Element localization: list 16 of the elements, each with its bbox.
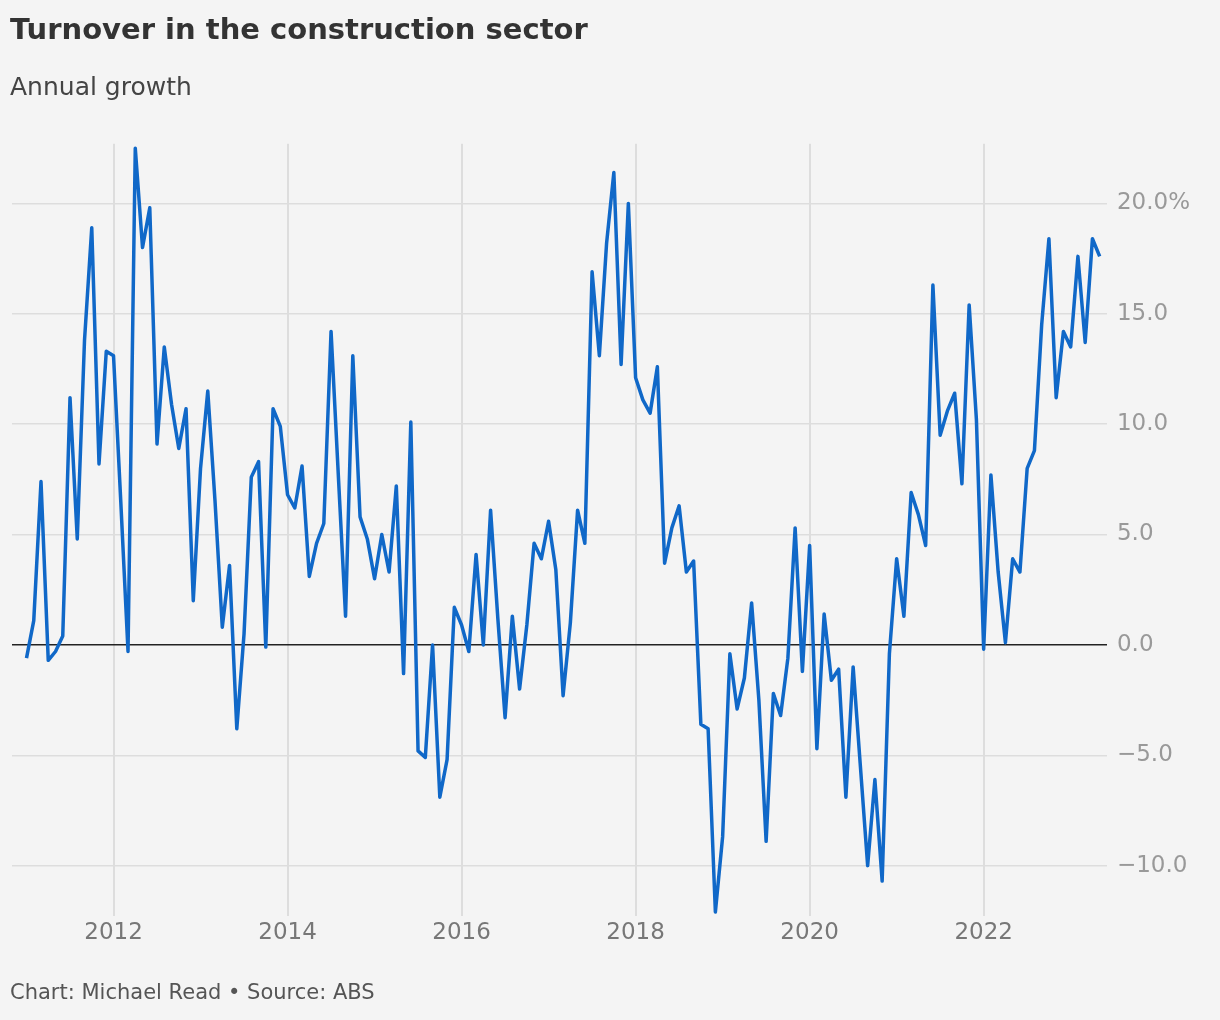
x-tick-label: 2016	[432, 918, 491, 945]
x-tick-label: 2012	[84, 918, 143, 945]
chart-title: Turnover in the construction sector	[10, 12, 588, 46]
y-tick-label: −5.0	[1116, 740, 1173, 767]
y-tick-label: −10.0	[1116, 850, 1188, 877]
y-tick-label: 10.0	[1116, 409, 1169, 436]
y-tick-label: 20.0%	[1116, 188, 1191, 215]
y-tick-label: 0.0	[1116, 629, 1154, 656]
chart-subtitle: Annual growth	[10, 72, 192, 101]
text: Chart: Michael Read • Source: ABS	[10, 980, 375, 1004]
x-tick-label: 2022	[954, 918, 1013, 945]
y-tick-label: 5.0	[1116, 519, 1154, 546]
x-tick-label: 2020	[780, 918, 839, 945]
x-tick-label: 2014	[258, 918, 317, 945]
y-tick-label: 15.0	[1116, 298, 1169, 325]
x-tick-label: 2018	[606, 918, 665, 945]
